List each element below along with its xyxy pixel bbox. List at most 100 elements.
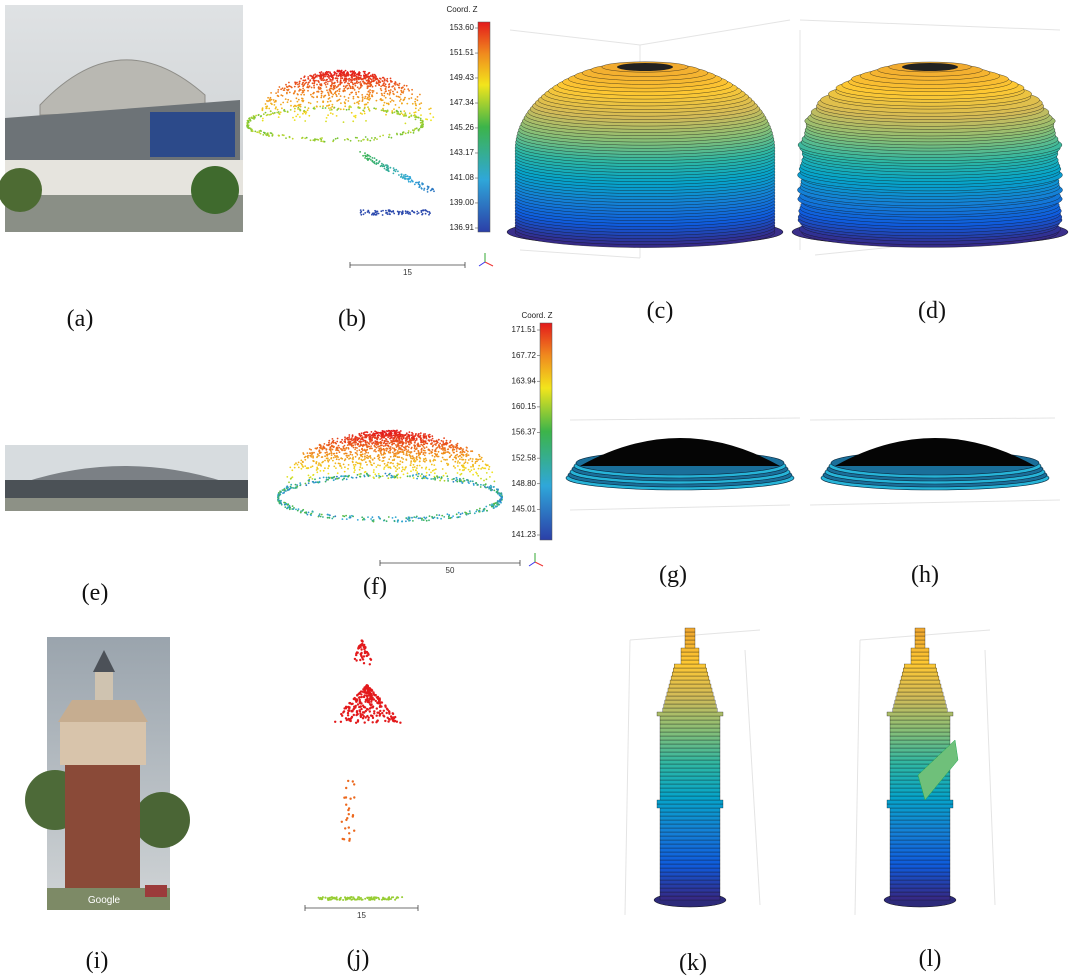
point xyxy=(302,98,304,100)
point xyxy=(359,476,361,478)
point xyxy=(293,93,295,95)
point xyxy=(321,78,323,80)
point xyxy=(402,441,404,443)
point xyxy=(334,92,336,94)
point xyxy=(416,117,418,119)
render-band xyxy=(660,844,720,848)
point xyxy=(441,448,443,450)
render-band xyxy=(899,684,941,688)
point xyxy=(364,83,366,85)
point xyxy=(401,175,403,177)
point xyxy=(485,506,487,508)
render-band xyxy=(672,672,708,676)
point xyxy=(362,139,364,141)
point xyxy=(418,473,420,475)
point xyxy=(392,517,394,519)
point xyxy=(375,897,377,899)
point xyxy=(327,457,329,459)
point xyxy=(360,112,362,114)
point xyxy=(352,86,354,88)
point xyxy=(396,430,398,432)
point xyxy=(392,91,394,93)
point xyxy=(483,467,485,469)
point xyxy=(367,211,369,213)
point xyxy=(345,787,347,789)
point xyxy=(380,98,382,100)
point xyxy=(298,462,300,464)
point xyxy=(340,72,342,74)
point xyxy=(489,466,491,468)
point xyxy=(397,445,399,447)
point xyxy=(425,459,427,461)
panel-label: (k) xyxy=(679,950,707,976)
point xyxy=(277,497,279,499)
point xyxy=(369,76,371,78)
point xyxy=(402,469,404,471)
point xyxy=(337,90,339,92)
point xyxy=(373,436,375,438)
point xyxy=(283,89,285,91)
point xyxy=(384,92,386,94)
point xyxy=(435,468,437,470)
point xyxy=(278,113,280,115)
point xyxy=(427,187,429,189)
point xyxy=(365,451,367,453)
render-band xyxy=(890,844,950,848)
point xyxy=(425,452,427,454)
point xyxy=(415,182,417,184)
point xyxy=(338,445,340,447)
render-band xyxy=(890,732,950,736)
point xyxy=(349,442,351,444)
point xyxy=(470,466,472,468)
point xyxy=(371,137,373,139)
point xyxy=(384,168,386,170)
point xyxy=(387,169,389,171)
point xyxy=(420,475,422,477)
point xyxy=(350,720,352,722)
point xyxy=(419,452,421,454)
point xyxy=(298,508,300,510)
point xyxy=(386,103,388,105)
point xyxy=(269,100,271,102)
point xyxy=(366,83,368,85)
point xyxy=(432,517,434,519)
point xyxy=(382,108,384,110)
point xyxy=(447,480,449,482)
point xyxy=(380,476,382,478)
panel-label: (g) xyxy=(659,562,687,588)
point xyxy=(398,438,400,440)
point xyxy=(474,512,476,514)
point xyxy=(295,462,297,464)
point xyxy=(410,181,412,183)
point xyxy=(388,211,390,213)
point xyxy=(316,461,318,463)
point xyxy=(278,492,280,494)
point xyxy=(372,520,374,522)
point xyxy=(377,719,379,721)
point xyxy=(353,830,355,832)
point xyxy=(307,78,309,80)
render-band xyxy=(660,732,720,736)
point xyxy=(489,476,491,478)
point xyxy=(441,453,443,455)
point xyxy=(447,478,449,480)
point xyxy=(403,99,405,101)
point xyxy=(327,467,329,469)
point xyxy=(308,512,310,514)
point xyxy=(346,817,348,819)
point xyxy=(390,78,392,80)
point xyxy=(362,99,364,101)
point xyxy=(364,212,366,214)
point xyxy=(398,467,400,469)
point xyxy=(394,111,396,113)
point xyxy=(374,157,376,159)
point xyxy=(395,897,397,899)
point xyxy=(357,719,359,721)
point xyxy=(364,152,366,154)
point xyxy=(350,140,352,142)
point xyxy=(460,513,462,515)
point xyxy=(401,102,403,104)
point xyxy=(338,463,340,465)
point xyxy=(314,77,316,79)
render-band xyxy=(890,728,950,732)
